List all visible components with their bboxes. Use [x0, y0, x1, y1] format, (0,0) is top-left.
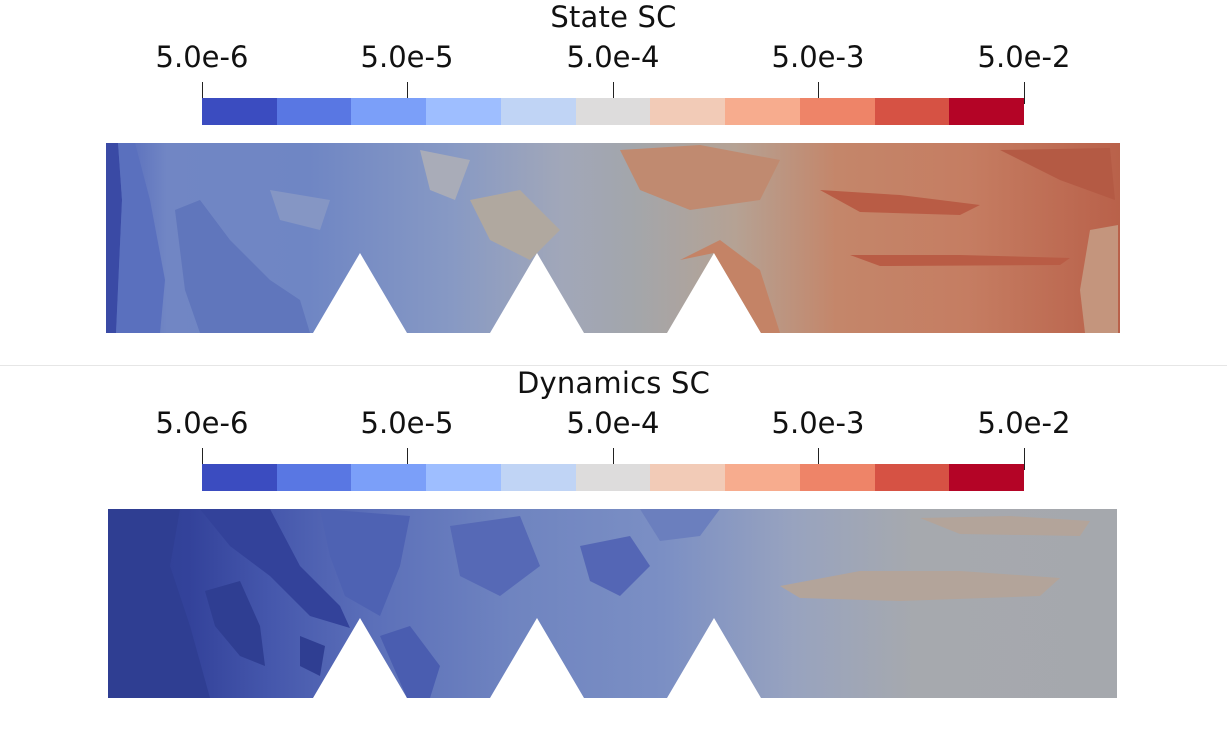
dynamics-sc-colorbar [202, 464, 1025, 491]
colorbar-tick-label: 5.0e-3 [771, 406, 865, 440]
contour-region [1000, 148, 1115, 200]
contour-region [1080, 225, 1118, 333]
state-sc-colorbar [202, 98, 1025, 125]
state-sc-field-plot [106, 143, 1120, 333]
contour-region [850, 255, 1070, 266]
colorbar-swatch [500, 98, 576, 125]
field-domain [106, 143, 1120, 333]
colorbar-swatch [500, 464, 576, 491]
contour-region [175, 200, 310, 333]
colorbar-swatch [949, 98, 1025, 125]
colorbar-tick-mark [202, 82, 203, 104]
panel-divider [0, 365, 1227, 366]
contour-region [470, 190, 560, 260]
colorbar-swatch [202, 98, 277, 125]
colorbar-tick-mark [613, 82, 614, 104]
contour-region [380, 626, 440, 698]
colorbar-tick-mark [407, 82, 408, 104]
colorbar-swatch [725, 464, 800, 491]
contour-region [640, 509, 720, 541]
colorbar-swatch [575, 98, 651, 125]
colorbar-tick-mark [613, 448, 614, 470]
colorbar-tick-mark [407, 448, 408, 470]
dynamics-sc-field-plot [108, 509, 1117, 698]
colorbar-tick-mark [1024, 82, 1025, 104]
contour-region [320, 509, 410, 616]
contour-region [620, 145, 780, 210]
colorbar-tick-mark [818, 82, 819, 104]
colorbar-tick-label: 5.0e-2 [977, 406, 1071, 440]
colorbar-swatch [276, 464, 352, 491]
colorbar-swatch [426, 464, 501, 491]
colorbar-tick-label: 5.0e-3 [771, 40, 865, 74]
contour-region [450, 516, 540, 596]
colorbar-tick-label: 5.0e-6 [155, 406, 249, 440]
colorbar-swatch [725, 98, 800, 125]
contour-region [580, 536, 650, 596]
colorbar-swatch [202, 464, 277, 491]
colorbar-swatch [351, 98, 427, 125]
colorbar-tick-label: 5.0e-5 [360, 406, 454, 440]
colorbar-tick-label: 5.0e-4 [566, 406, 660, 440]
contour-region [200, 509, 350, 628]
contour-region [108, 509, 210, 698]
contour-region [780, 571, 1060, 601]
contour-region [106, 143, 122, 333]
colorbar-tick-mark [1024, 448, 1025, 470]
colorbar-tick-mark [818, 448, 819, 470]
colorbar-swatch [650, 464, 726, 491]
contour-region [205, 581, 265, 666]
colorbar-swatch [276, 98, 352, 125]
contour-region [680, 240, 780, 333]
contour-region [270, 190, 330, 230]
contour-region [920, 516, 1090, 536]
colorbar-tick-label: 5.0e-6 [155, 40, 249, 74]
colorbar-swatch [874, 98, 950, 125]
state-sc-title: State SC [550, 0, 677, 34]
contour-region [300, 636, 325, 676]
dynamics-sc-title: Dynamics SC [516, 366, 711, 400]
colorbar-swatch [575, 464, 651, 491]
dynamics-sc-panel: Dynamics SC 5.0e-6 5.0e-5 5.0e-4 5.0e-3 … [0, 366, 1227, 730]
state-sc-panel: State SC 5.0e-6 5.0e-5 5.0e-4 5.0e-3 5.0… [106, 0, 1120, 333]
contour-region [820, 190, 980, 215]
contour-region [116, 143, 165, 333]
colorbar-swatch [799, 98, 875, 125]
contour-region [420, 150, 470, 200]
colorbar-tick-label: 5.0e-4 [566, 40, 660, 74]
colorbar-swatch [426, 98, 501, 125]
colorbar-swatch [799, 464, 875, 491]
colorbar-swatch [874, 464, 950, 491]
colorbar-tick-mark [202, 448, 203, 470]
colorbar-swatch [351, 464, 427, 491]
colorbar-swatch [949, 464, 1025, 491]
colorbar-swatch [650, 98, 726, 125]
colorbar-tick-label: 5.0e-5 [360, 40, 454, 74]
colorbar-tick-label: 5.0e-2 [977, 40, 1071, 74]
